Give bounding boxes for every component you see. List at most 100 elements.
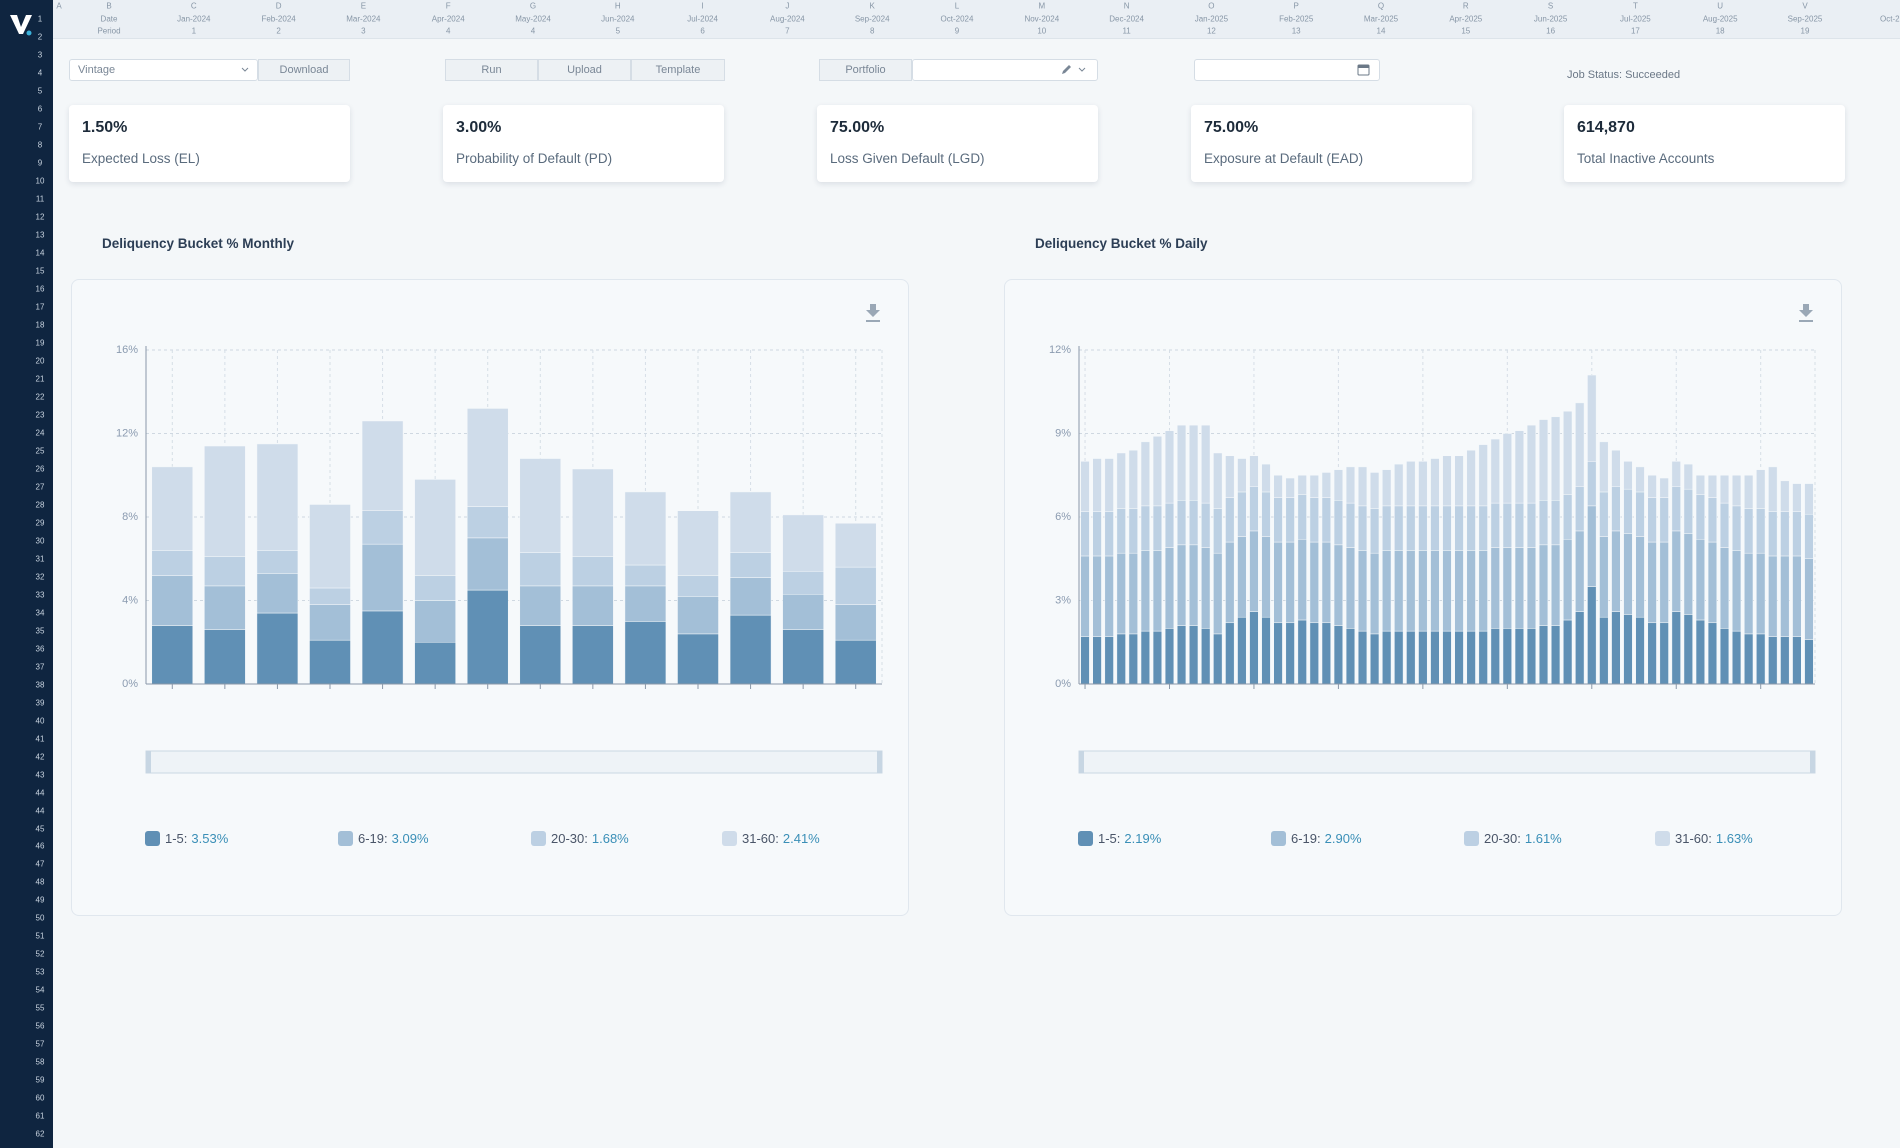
bar-segment [1345,466,1356,504]
sheet-cell: Sep-2025 [1787,14,1823,24]
portfolio-select[interactable] [912,59,1098,81]
sheet-cell: Apr-2025 [1449,14,1483,24]
kpi-value: 1.50% [82,119,128,136]
row-number: 27 [35,482,45,492]
bar-segment [1587,505,1597,587]
column-letter: M [1038,1,1046,11]
bar-segment [1514,547,1524,629]
row-number: 33 [35,590,45,600]
row-number: 3 [37,50,43,60]
sheet-cell: 2 [276,26,281,36]
bar-segment [1599,536,1609,618]
kpi-value: 75.00% [830,119,885,136]
bar-segment [466,589,509,685]
upload-button[interactable]: Upload [538,59,631,81]
bar-segment [256,573,299,614]
bar-segment [572,585,614,626]
bar-segment [1345,628,1356,685]
bar-segment [1430,505,1440,551]
date-input[interactable] [1194,59,1380,81]
bar-segment [782,571,824,595]
bar-segment [414,479,456,576]
legend-value: 3.09% [391,831,429,846]
bar-segment [1140,630,1150,685]
row-number: 60 [35,1093,45,1103]
bar-segment [1080,636,1090,685]
sheet-cell: 9 [954,26,960,36]
row-number: 48 [35,877,45,887]
row-number: 2 [37,32,43,42]
bar-segment [1357,550,1368,632]
bar-segment [1780,555,1790,637]
bar-segment [1599,441,1609,493]
row-number: 59 [35,1075,45,1085]
bar-segment [1164,547,1175,629]
sheet-cell: 16 [1546,26,1556,36]
bar-segment [1116,552,1126,635]
column-letter: I [701,1,704,11]
bar-segment [1804,639,1814,685]
row-number: 56 [35,1021,45,1031]
bar-segment [1731,505,1742,551]
bar-segment [677,633,719,685]
row-number: 17 [35,302,45,312]
bar-segment [1225,455,1235,498]
zoom-handle [146,751,151,773]
edit-icons [1062,65,1086,74]
bar-segment [1189,500,1199,546]
vintage-select[interactable]: Vintage [69,59,258,81]
bar-segment [1357,466,1368,507]
bar-segment [1213,508,1223,554]
bar-segment [1442,455,1452,507]
bar-segment [1201,424,1211,504]
sheet-cell: Sep-2024 [854,14,890,24]
row-number: 36 [35,644,45,654]
sheet-cell: Nov-2024 [1024,14,1060,24]
download-button[interactable]: Download [258,59,350,81]
sheet-cell: Aug-2024 [770,14,805,24]
bar-segment [1490,438,1500,504]
bar-segment [1249,486,1259,532]
bar-segment [1237,616,1247,685]
bar-segment [1176,544,1187,626]
bar-segment [1297,494,1307,540]
y-tick-label: 0% [1055,678,1071,690]
bar-segment [1502,628,1512,685]
row-number: 44 [35,788,45,798]
sheet-cell: 10 [1037,26,1047,36]
bar-segment [1538,419,1549,501]
column-letter: C [190,1,197,11]
bar-segment [1756,552,1766,635]
bar-segment [1442,630,1452,685]
bar-segment [1659,541,1669,624]
bar-segment [1659,497,1669,543]
row-number: 41 [35,734,45,744]
sheet-cell: Aug-2025 [1702,14,1738,24]
portfolio-button[interactable]: Portfolio [819,59,912,81]
template-button[interactable]: Template [631,59,725,81]
bar-segment [624,585,667,622]
column-letter: E [360,1,367,11]
bar-segment [677,596,719,635]
sheet-header: A B C D E F G H I J K L M N O P Q R S T U V Date Jan-2024 Feb-20… [53,0,1900,39]
bar-segment [1780,511,1790,557]
legend-item: 20-301.61% [1464,831,1562,846]
bar-segment [1394,550,1404,632]
bar-segment [1719,502,1730,548]
y-tick-label: 12% [1049,344,1071,356]
row-number: 38 [35,680,45,690]
bar-segment [1152,436,1163,507]
row-number: 53 [35,967,45,977]
legend-swatch [1078,831,1093,846]
bar-segment [1599,616,1609,685]
sheet-cell: Dec-2024 [1109,14,1144,24]
legend-swatch [145,831,160,846]
bar-segment [466,408,509,507]
bar-segment [1273,541,1283,624]
kpi-card: 614,870 Total Inactive Accounts [1564,105,1845,182]
run-button[interactable]: Run [445,59,538,81]
column-letter: O [1208,1,1215,11]
row-number: 14 [35,248,45,258]
row-number: 34 [35,608,45,618]
legend-name: 31-60 [742,831,783,846]
